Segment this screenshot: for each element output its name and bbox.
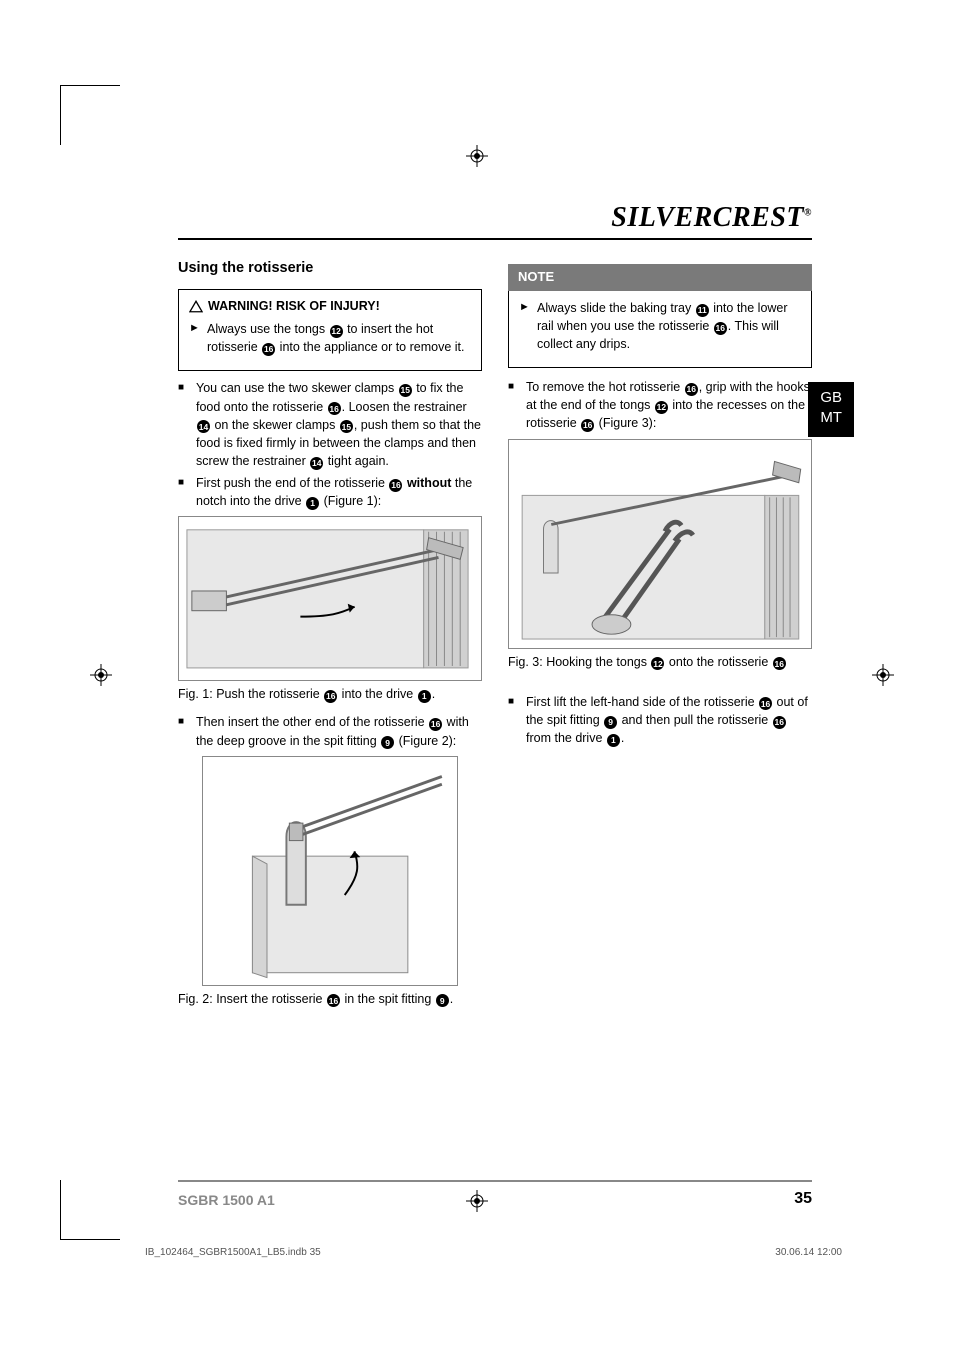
square-bullet-icon: ■ bbox=[508, 378, 520, 432]
figure-2-caption: Fig. 2: Insert the rotisserie 16 in the … bbox=[178, 990, 482, 1008]
arrow-icon: ► bbox=[519, 299, 531, 353]
footer-rule bbox=[178, 1180, 812, 1182]
note-text: Always slide the baking tray 11 into the… bbox=[537, 299, 801, 353]
section-heading: Using the rotisserie bbox=[178, 258, 482, 279]
footer-page: 35 bbox=[794, 1187, 812, 1210]
crop-mark-tl bbox=[60, 85, 120, 145]
imprint-left: IB_102464_SGBR1500A1_LB5.indb 35 bbox=[145, 1246, 321, 1261]
list-item: ■ First push the end of the rotisserie 1… bbox=[178, 474, 482, 510]
figure-1 bbox=[178, 516, 482, 681]
warning-box: WARNING! RISK OF INJURY! ► Always use th… bbox=[178, 289, 482, 371]
arrow-icon: ► bbox=[189, 320, 201, 356]
warning-title-text: WARNING! RISK OF INJURY! bbox=[208, 297, 380, 315]
left-column: Using the rotisserie WARNING! RISK OF IN… bbox=[178, 258, 482, 1180]
header-rule bbox=[178, 238, 812, 240]
figure-3-caption: Fig. 3: Hooking the tongs 12 onto the ro… bbox=[508, 653, 812, 671]
list-text: Then insert the other end of the rotisse… bbox=[196, 713, 482, 749]
brand-logo: SILVERCREST® bbox=[611, 198, 812, 239]
crop-mark-bl bbox=[60, 1180, 120, 1240]
warning-title: WARNING! RISK OF INJURY! bbox=[189, 297, 471, 315]
note-header: NOTE bbox=[508, 264, 812, 291]
list-item: ■ You can use the two skewer clamps 15 t… bbox=[178, 379, 482, 470]
square-bullet-icon: ■ bbox=[508, 693, 520, 747]
figure-1-caption: Fig. 1: Push the rotisserie 16 into the … bbox=[178, 685, 482, 703]
registration-mark-icon bbox=[90, 664, 112, 686]
list-item: ■ Then insert the other end of the rotis… bbox=[178, 713, 482, 749]
language-tab: GB MT bbox=[808, 382, 854, 437]
list-item: ■ First lift the left-hand side of the r… bbox=[508, 693, 812, 747]
note-box: ► Always slide the baking tray 11 into t… bbox=[508, 291, 812, 368]
registration-mark-icon bbox=[466, 145, 488, 167]
lang-gb: GB bbox=[820, 388, 842, 408]
square-bullet-icon: ■ bbox=[178, 474, 190, 510]
warning-text: Always use the tongs 12 to insert the ho… bbox=[207, 320, 471, 356]
right-column: NOTE ► Always slide the baking tray 11 i… bbox=[508, 258, 812, 1180]
list-text: First push the end of the rotisserie 16 … bbox=[196, 474, 482, 510]
figure-3 bbox=[508, 439, 812, 649]
warning-triangle-icon bbox=[189, 300, 203, 313]
footer-model: SGBR 1500 A1 bbox=[178, 1190, 275, 1210]
list-text: First lift the left-hand side of the rot… bbox=[526, 693, 812, 747]
registered-icon: ® bbox=[804, 208, 812, 219]
imprint-right: 30.06.14 12:00 bbox=[775, 1246, 842, 1261]
registration-mark-icon bbox=[466, 1190, 488, 1212]
list-item: ■ To remove the hot rotisserie 16, grip … bbox=[508, 378, 812, 432]
warning-item: ► Always use the tongs 12 to insert the … bbox=[189, 320, 471, 356]
note-item: ► Always slide the baking tray 11 into t… bbox=[519, 299, 801, 353]
brand-text: SILVERCREST bbox=[611, 202, 804, 233]
square-bullet-icon: ■ bbox=[178, 713, 190, 749]
lang-mt: MT bbox=[820, 408, 842, 428]
list-text: You can use the two skewer clamps 15 to … bbox=[196, 379, 482, 470]
square-bullet-icon: ■ bbox=[178, 379, 190, 470]
list-text: To remove the hot rotisserie 16, grip wi… bbox=[526, 378, 812, 432]
registration-mark-icon bbox=[872, 664, 894, 686]
figure-2 bbox=[202, 756, 457, 986]
